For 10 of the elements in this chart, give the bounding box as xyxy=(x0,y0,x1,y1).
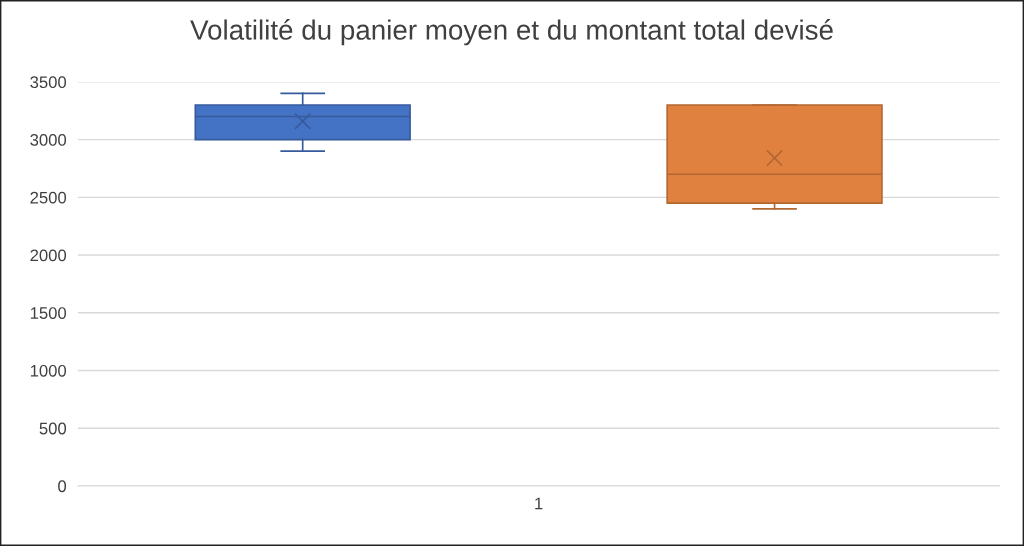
x-tick-label: 1 xyxy=(535,497,543,510)
y-tick-label: 0 xyxy=(58,480,67,493)
y-tick-label: 2000 xyxy=(30,249,67,262)
y-tick-label: 2500 xyxy=(30,191,67,204)
chart-title: Volatilité du panier moyen et du montant total devisé xyxy=(190,19,833,46)
y-tick-label: 1500 xyxy=(30,307,67,319)
y-tick-label: 3000 xyxy=(30,134,67,146)
y-tick-label: 1000 xyxy=(30,364,67,377)
y-tick-label: 3500 xyxy=(30,76,67,89)
y-tick-label: 500 xyxy=(39,422,67,435)
